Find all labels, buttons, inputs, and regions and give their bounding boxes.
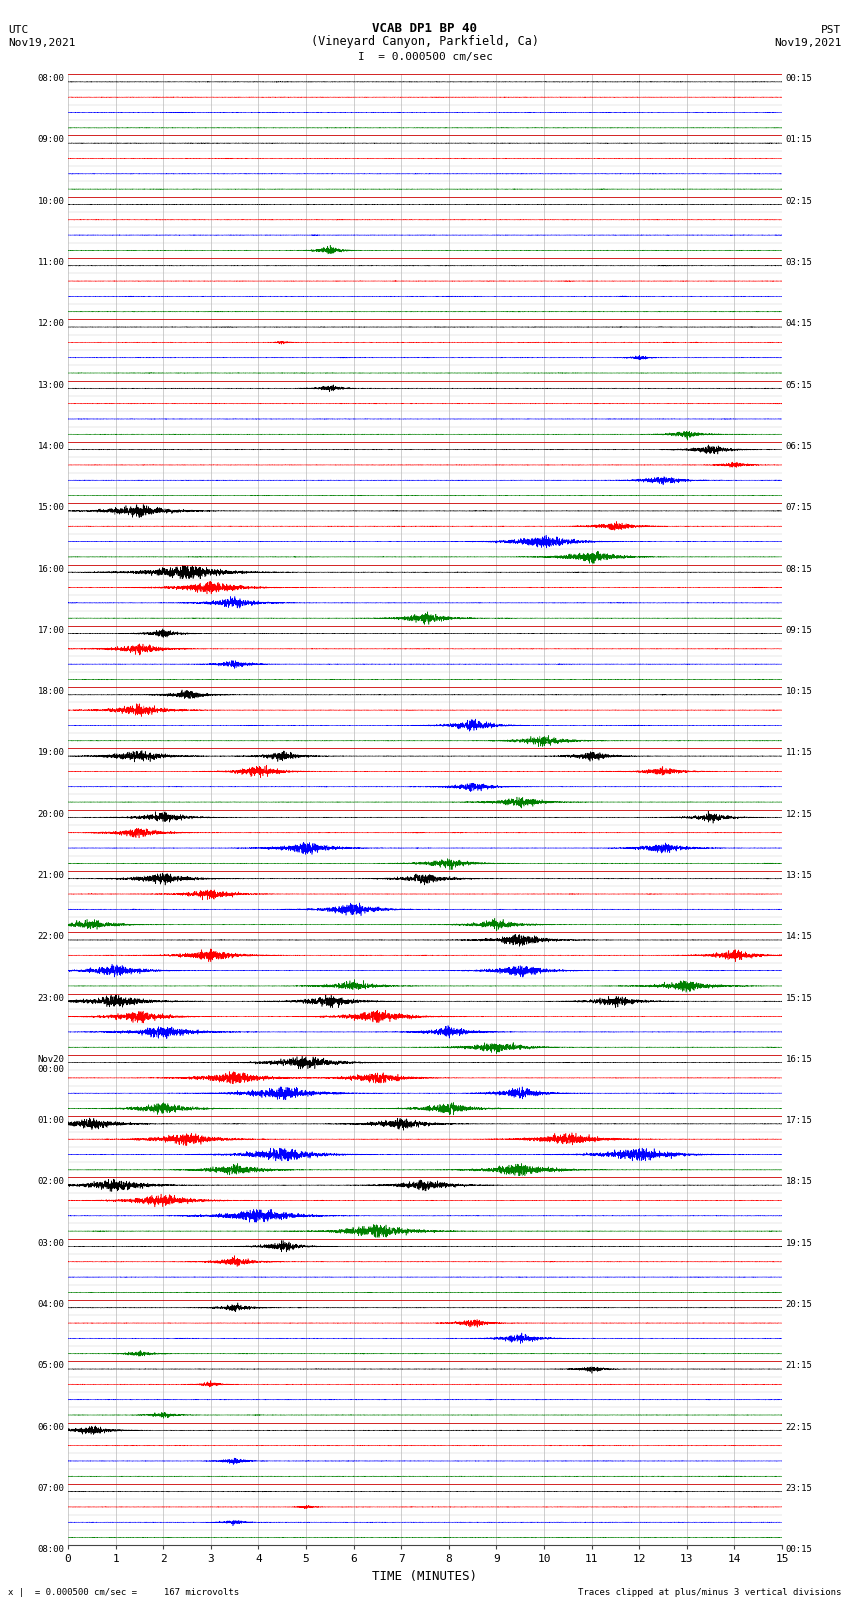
Text: 03:15: 03:15 xyxy=(785,258,813,268)
Text: 08:15: 08:15 xyxy=(785,565,813,574)
Text: (Vineyard Canyon, Parkfield, Ca): (Vineyard Canyon, Parkfield, Ca) xyxy=(311,35,539,48)
Text: 10:00: 10:00 xyxy=(37,197,65,206)
Text: 13:15: 13:15 xyxy=(785,871,813,881)
Text: 08:00: 08:00 xyxy=(37,74,65,84)
Text: 05:00: 05:00 xyxy=(37,1361,65,1371)
Text: 10:15: 10:15 xyxy=(785,687,813,697)
Text: 14:00: 14:00 xyxy=(37,442,65,452)
Text: 01:00: 01:00 xyxy=(37,1116,65,1126)
Text: 19:15: 19:15 xyxy=(785,1239,813,1248)
Text: 09:00: 09:00 xyxy=(37,135,65,145)
Text: 09:15: 09:15 xyxy=(785,626,813,636)
Text: 06:15: 06:15 xyxy=(785,442,813,452)
Text: 18:00: 18:00 xyxy=(37,687,65,697)
Text: 12:15: 12:15 xyxy=(785,810,813,819)
Text: I  = 0.000500 cm/sec: I = 0.000500 cm/sec xyxy=(358,52,492,63)
Text: 05:15: 05:15 xyxy=(785,381,813,390)
Text: 15:00: 15:00 xyxy=(37,503,65,513)
Text: 20:00: 20:00 xyxy=(37,810,65,819)
Text: 04:15: 04:15 xyxy=(785,319,813,329)
Text: 01:15: 01:15 xyxy=(785,135,813,145)
Text: 22:15: 22:15 xyxy=(785,1423,813,1432)
Text: 17:15: 17:15 xyxy=(785,1116,813,1126)
Text: 04:00: 04:00 xyxy=(37,1300,65,1310)
Text: 20:15: 20:15 xyxy=(785,1300,813,1310)
Text: 07:00: 07:00 xyxy=(37,1484,65,1494)
Text: 03:00: 03:00 xyxy=(37,1239,65,1248)
Text: 06:00: 06:00 xyxy=(37,1423,65,1432)
Text: 19:00: 19:00 xyxy=(37,748,65,758)
Text: 12:00: 12:00 xyxy=(37,319,65,329)
Text: Nov20
00:00: Nov20 00:00 xyxy=(37,1055,65,1074)
Text: 23:00: 23:00 xyxy=(37,994,65,1003)
Text: 14:15: 14:15 xyxy=(785,932,813,942)
Text: 02:00: 02:00 xyxy=(37,1177,65,1187)
Text: Nov19,2021: Nov19,2021 xyxy=(774,39,842,48)
Text: 16:00: 16:00 xyxy=(37,565,65,574)
Text: UTC: UTC xyxy=(8,24,29,35)
Text: VCAB DP1 BP 40: VCAB DP1 BP 40 xyxy=(372,21,478,35)
Text: Traces clipped at plus/minus 3 vertical divisions: Traces clipped at plus/minus 3 vertical … xyxy=(578,1587,842,1597)
Text: 22:00: 22:00 xyxy=(37,932,65,942)
Text: x |  = 0.000500 cm/sec =     167 microvolts: x | = 0.000500 cm/sec = 167 microvolts xyxy=(8,1587,240,1597)
Text: 11:15: 11:15 xyxy=(785,748,813,758)
Text: 11:00: 11:00 xyxy=(37,258,65,268)
Text: PST: PST xyxy=(821,24,842,35)
Text: 17:00: 17:00 xyxy=(37,626,65,636)
Text: 21:15: 21:15 xyxy=(785,1361,813,1371)
Text: 00:15: 00:15 xyxy=(785,1545,813,1555)
X-axis label: TIME (MINUTES): TIME (MINUTES) xyxy=(372,1569,478,1582)
Text: 02:15: 02:15 xyxy=(785,197,813,206)
Text: 23:15: 23:15 xyxy=(785,1484,813,1494)
Text: 15:15: 15:15 xyxy=(785,994,813,1003)
Text: Nov19,2021: Nov19,2021 xyxy=(8,39,76,48)
Text: 07:15: 07:15 xyxy=(785,503,813,513)
Text: 16:15: 16:15 xyxy=(785,1055,813,1065)
Text: 21:00: 21:00 xyxy=(37,871,65,881)
Text: 08:00: 08:00 xyxy=(37,1545,65,1555)
Text: 18:15: 18:15 xyxy=(785,1177,813,1187)
Text: 00:15: 00:15 xyxy=(785,74,813,84)
Text: 13:00: 13:00 xyxy=(37,381,65,390)
